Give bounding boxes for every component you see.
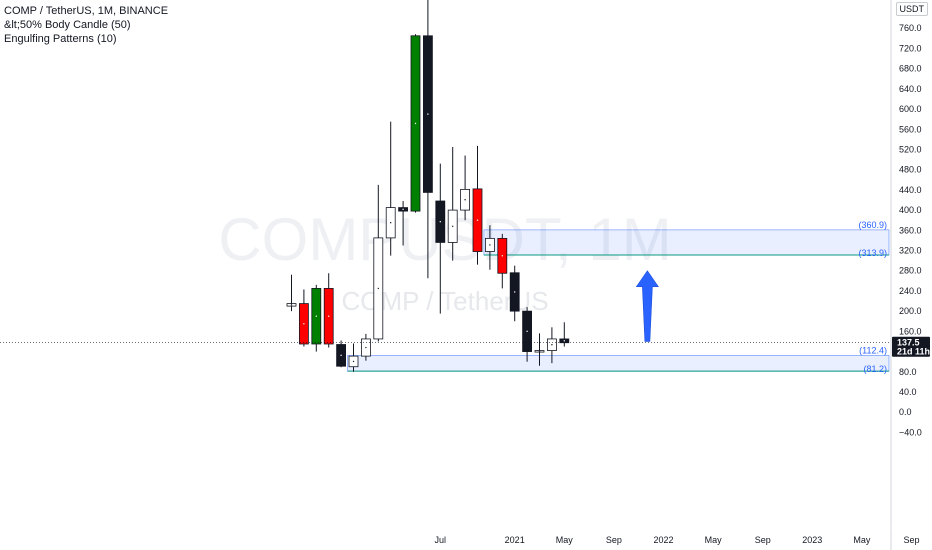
y-axis-tick-label: 560.0 [899,124,922,134]
candle[interactable] [336,340,347,368]
candle-mid-dot [352,360,355,363]
candle[interactable] [509,265,520,322]
candle[interactable] [447,146,458,261]
candle[interactable] [410,34,421,213]
candle-mid-dot [476,219,479,221]
y-axis-tick-label: 480.0 [899,165,922,175]
candle[interactable] [497,233,508,289]
candle-mid-dot [303,323,305,325]
y-axis-tick-label: 280.0 [899,266,922,276]
y-axis-tick-label: 680.0 [899,64,922,74]
candle[interactable] [286,274,297,312]
candle[interactable] [385,121,396,256]
candle-mid-dot [414,122,417,125]
y-axis-tick-label: 400.0 [899,205,922,215]
candle[interactable] [348,343,359,372]
candle-mid-dot [290,304,293,306]
currency-unit-badge[interactable]: USDT [895,2,928,16]
y-axis-tick-label: 0.0 [899,407,912,417]
y-axis-tick-label: 520.0 [899,144,922,154]
x-axis-tick-label: Sep [755,535,771,545]
candle[interactable] [547,327,557,364]
y-axis-tick-label: 320.0 [899,246,922,256]
candle-mid-dot [390,222,392,224]
y-axis-tick-label: 40.0 [899,387,917,397]
candle-mid-dot [439,221,441,223]
x-axis-tick-label: 2022 [653,535,673,545]
x-axis-tick-label: May [556,535,574,545]
zone-bottom-label: (81.2) [863,364,887,374]
zone-top-label: (112.4) [859,345,887,355]
candle-mid-dot [501,255,503,257]
y-axis-tick-label: 600.0 [899,104,922,114]
y-axis-tick-label: 640.0 [899,84,922,94]
legend-symbol[interactable]: COMP / TetherUS, 1M, BINANCE [4,5,169,17]
bar-countdown: 21d 11h [897,347,930,357]
x-axis-tick-label: 2021 [505,535,525,545]
candle-mid-dot [377,287,379,290]
x-axis-tick-label: Sep [606,535,622,545]
candle[interactable] [422,0,433,279]
y-axis-tick-label: −40.0 [899,427,922,437]
current-price-value: 137.5 [897,338,920,348]
candle[interactable] [522,307,532,362]
candle[interactable] [534,333,545,366]
candle[interactable] [360,333,371,361]
candle-mid-dot [452,225,454,227]
x-axis-tick-label: Sep [903,535,919,545]
candle-mid-dot [489,244,491,246]
y-axis-tick-label: 760.0 [899,23,922,33]
candle[interactable] [484,225,495,270]
x-axis-tick-label: Jul [435,535,447,545]
candle-mid-dot [328,315,330,317]
candle-mid-dot [340,354,342,357]
candle[interactable] [373,184,384,342]
y-axis-tick-label: 440.0 [899,185,922,195]
y-axis-tick-label: 360.0 [899,225,922,235]
candle[interactable] [460,155,471,221]
y-axis-tick-label: 240.0 [899,286,922,296]
candle[interactable] [311,284,322,352]
zone-top-label: (360.9) [858,220,887,230]
candle-mid-dot [514,291,516,293]
candle-mid-dot [563,340,565,342]
x-axis-tick-label: May [705,535,723,545]
candle[interactable] [323,273,334,348]
candle-mid-dot [538,350,541,352]
zone-box[interactable] [483,229,890,256]
legend-indicator-engulfing[interactable]: Engulfing Patterns (10) [4,33,117,45]
candle-mid-dot [315,315,317,317]
candle-mid-dot [427,113,429,115]
legend-indicator-body-candle[interactable]: &lt;50% Body Candle (50) [4,19,131,31]
candle[interactable] [472,145,483,265]
chart-legend: COMP / TetherUS, 1M, BINANCE &lt;50% Bod… [4,4,168,46]
candle-mid-dot [402,208,404,211]
candle[interactable] [298,289,309,347]
x-axis-tick-label: 2023 [802,535,822,545]
candle-mid-dot [464,199,466,201]
y-axis-tick-label: 720.0 [899,43,922,53]
zone-box[interactable] [347,355,890,372]
candle[interactable] [435,163,446,314]
current-price-badge[interactable] [892,336,930,357]
y-axis-tick-label: 80.0 [899,367,917,377]
candle-mid-dot [551,344,553,346]
y-axis-tick-label: 200.0 [899,306,922,316]
candle-mid-dot [526,330,528,333]
y-axis-tick-label: 160.0 [899,326,922,336]
candle-mid-dot [365,346,367,349]
x-axis-tick-label: May [853,535,871,545]
candle[interactable] [398,201,409,246]
zone-bottom-label: (313.9) [858,248,887,258]
up-arrow-annotation[interactable] [635,270,659,342]
